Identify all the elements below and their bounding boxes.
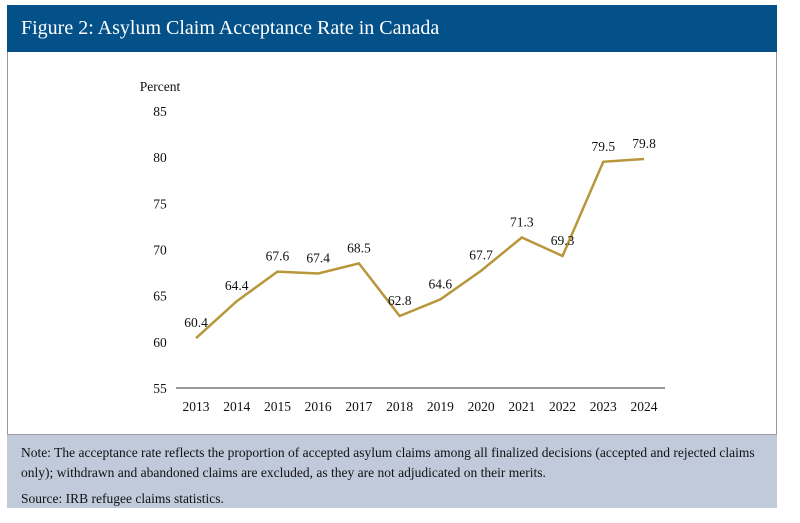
line-chart: Percent 55 60 65 70 75 80 85 2013 2014 2015 2016 201…	[140, 79, 665, 414]
x-tick-label: 2013	[183, 399, 210, 414]
y-tick-label: 55	[153, 381, 167, 396]
x-tick-label: 2024	[631, 399, 658, 414]
figure-title: Figure 2: Asylum Claim Acceptance Rate i…	[7, 5, 777, 52]
series-line	[195, 157, 645, 340]
data-label: 67.4	[306, 251, 330, 266]
x-tick-label: 2022	[549, 399, 576, 414]
x-tick-label: 2020	[468, 399, 495, 414]
x-tick-label: 2016	[305, 399, 332, 414]
note-panel: Note: The acceptance rate reflects the p…	[7, 435, 777, 508]
data-label: 68.5	[347, 240, 371, 255]
data-label: 60.4	[184, 315, 208, 330]
note-text: Note: The acceptance rate reflects the p…	[21, 445, 755, 480]
x-tick-label: 2015	[264, 399, 291, 414]
y-tick-label: 85	[153, 104, 167, 119]
y-tick-label: 80	[153, 150, 167, 165]
data-label: 67.6	[266, 249, 290, 264]
data-label: 67.7	[469, 248, 493, 263]
figure: Figure 2: Asylum Claim Acceptance Rate i…	[7, 5, 777, 508]
y-tick-label: 60	[153, 335, 167, 350]
x-tick-label: 2014	[223, 399, 250, 414]
data-label: 62.8	[388, 293, 412, 308]
x-tick-label: 2023	[590, 399, 617, 414]
source-text: Source: IRB refugee claims statistics.	[21, 491, 224, 506]
data-label: 79.5	[591, 139, 615, 154]
x-tick-label: 2018	[386, 399, 413, 414]
y-tick-label: 65	[153, 289, 167, 304]
data-label: 64.4	[225, 278, 249, 293]
data-label: 69.3	[551, 233, 575, 248]
x-tick-label: 2019	[427, 399, 454, 414]
x-tick-label: 2017	[345, 399, 372, 414]
data-label: 79.8	[632, 136, 656, 151]
x-tick-label: 2021	[508, 399, 535, 414]
y-tick-label: 70	[153, 243, 167, 258]
y-axis-label: Percent	[140, 79, 181, 94]
chart-area: Percent 55 60 65 70 75 80 85 2013 2014 2015 2016 201…	[7, 52, 777, 435]
data-label: 71.3	[510, 214, 534, 229]
y-tick-label: 75	[153, 196, 167, 211]
data-label: 64.6	[429, 276, 453, 291]
